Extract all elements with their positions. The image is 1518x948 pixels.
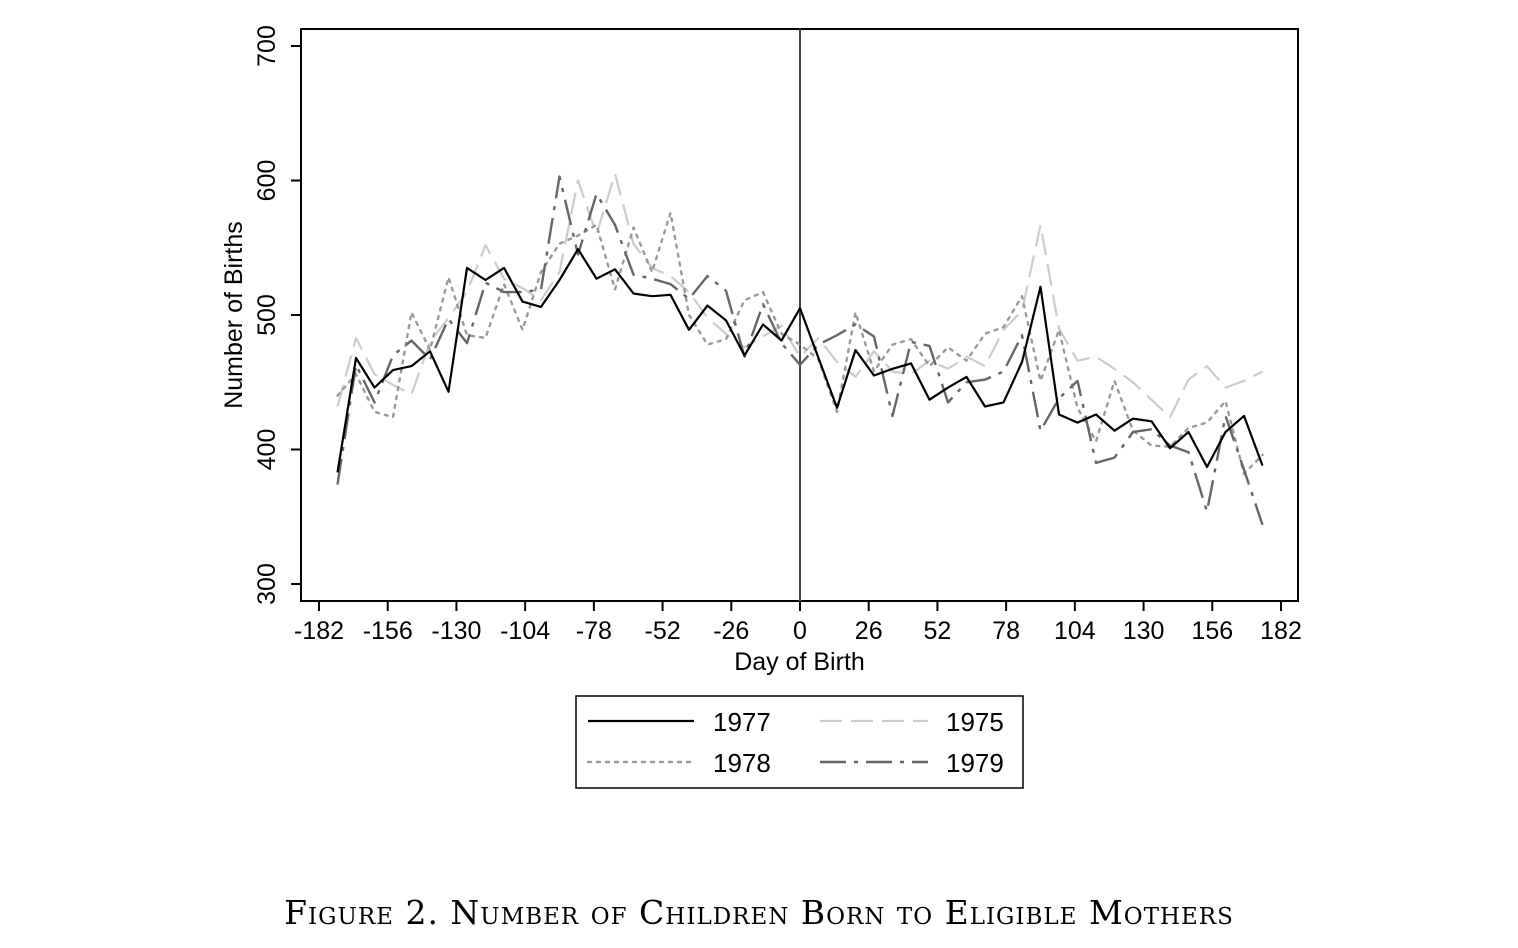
x-tick-label: 26 — [855, 617, 883, 645]
y-tick-label: 400 — [253, 429, 281, 471]
series-line-1979 — [336, 175, 1264, 526]
x-tick-label: -182 — [294, 617, 344, 645]
x-tick-label: 130 — [1123, 617, 1165, 645]
y-axis-label: Number of Births — [220, 221, 248, 409]
y-tick-label: 500 — [253, 294, 281, 336]
legend-label-1977: 1977 — [713, 707, 771, 737]
x-tick-label: -156 — [363, 617, 413, 645]
y-tick-label: 700 — [253, 25, 281, 67]
x-tick-label: 78 — [992, 617, 1020, 645]
x-tick-label: -130 — [431, 617, 481, 645]
x-tick-label: -78 — [576, 617, 612, 645]
x-tick-label: 52 — [924, 617, 952, 645]
y-tick-label: 300 — [253, 563, 281, 605]
legend-box — [575, 695, 1024, 789]
x-tick-label: 182 — [1260, 617, 1302, 645]
figure-caption: Figure 2. Number of Children Born to Eli… — [284, 893, 1234, 932]
x-tick-label: 0 — [793, 617, 807, 645]
x-tick-label: 104 — [1054, 617, 1096, 645]
series-line-1977 — [336, 248, 1264, 473]
legend-label-1975: 1975 — [946, 707, 1004, 737]
y-axis: 300 400 500 600 700 — [253, 25, 301, 605]
x-tick-label: -104 — [500, 617, 550, 645]
x-tick-label: -26 — [713, 617, 749, 645]
series-line-1975 — [336, 172, 1263, 419]
legend: 1977 1975 1978 1979 — [575, 695, 1024, 789]
x-axis-label: Day of Birth — [734, 648, 865, 676]
x-axis: -182 -156 -130 -104 -78 -52 -26 0 26 52 78 104 130 15… — [294, 601, 1302, 645]
x-tick-label: -52 — [645, 617, 681, 645]
series-layer — [336, 172, 1264, 526]
x-tick-label: 156 — [1191, 617, 1233, 645]
series-line-1978 — [336, 211, 1264, 475]
legend-label-1979: 1979 — [946, 748, 1004, 778]
y-tick-label: 600 — [253, 160, 281, 202]
legend-label-1978: 1978 — [713, 748, 771, 778]
